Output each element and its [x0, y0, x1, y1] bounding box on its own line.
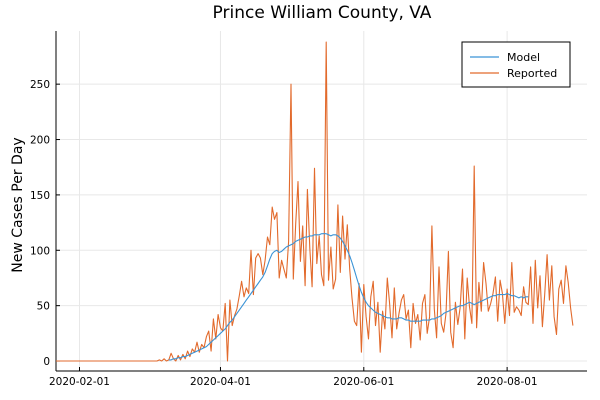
y-tick-label: 0 — [43, 356, 50, 368]
y-tick-label: 150 — [30, 190, 50, 202]
legend-box — [461, 41, 571, 88]
tick-labels: 0 50 100 150 200 250 2020-02-01 2020-04-01 2020-… — [30, 79, 538, 388]
axes — [55, 31, 587, 372]
y-tick-label: 50 — [37, 301, 50, 313]
legend-label-reported: Reported — [507, 67, 557, 80]
x-tick-label: 2020-04-01 — [190, 376, 251, 388]
y-axis-label: New Cases Per Day — [10, 137, 26, 272]
chart-title: Prince William County, VA — [213, 3, 432, 23]
series-line-model — [168, 233, 529, 361]
x-tick-label: 2020-06-01 — [333, 376, 394, 388]
legend: Model Reported — [461, 41, 571, 88]
grid — [56, 31, 587, 371]
y-tick-label: 200 — [30, 135, 50, 147]
series-lines — [56, 41, 574, 362]
x-tick-label: 2020-02-01 — [49, 376, 110, 388]
legend-label-model: Model — [507, 51, 540, 64]
series-line-reported — [56, 41, 574, 362]
y-tick-label: 250 — [30, 79, 50, 91]
y-tick-label: 100 — [30, 245, 50, 257]
x-tick-label: 2020-08-01 — [477, 376, 538, 388]
